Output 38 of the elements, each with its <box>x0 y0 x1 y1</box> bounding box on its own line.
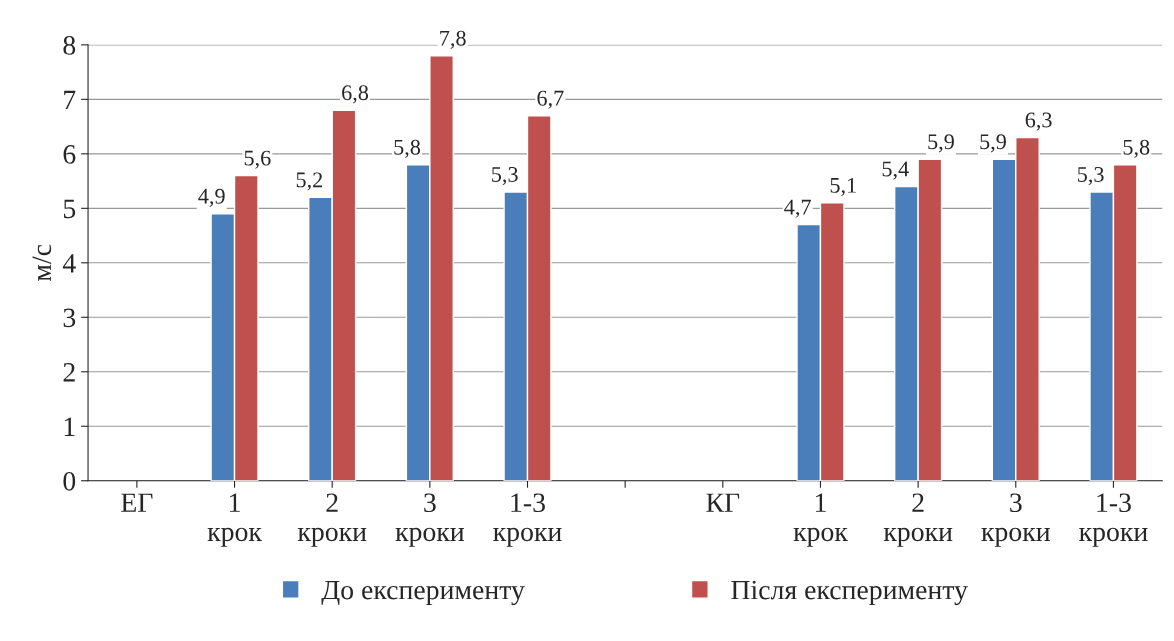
x-tick-label: 1-3 кроки <box>1079 493 1148 547</box>
data-label: 6,7 <box>537 90 564 109</box>
data-label: 7,8 <box>440 30 466 49</box>
y-tick-label: 7 <box>64 90 76 109</box>
data-label: 5,8 <box>1123 139 1150 158</box>
legend-label: Після експерименту <box>731 580 968 606</box>
y-tick-label: 2 <box>63 363 75 382</box>
y-tick-label: 8 <box>63 36 76 55</box>
data-label: 5,1 <box>830 177 856 196</box>
data-label: 5,6 <box>244 150 271 169</box>
x-tick-label: ЕГ <box>121 493 153 512</box>
x-tick-label: 3 кроки <box>395 493 465 547</box>
x-tick-label: 1-3 кроки <box>493 493 562 547</box>
y-tick-label: 6 <box>63 145 76 164</box>
x-tick-label: 1 крок <box>207 493 262 547</box>
data-label: 4,9 <box>198 188 225 207</box>
data-label: 5,3 <box>492 166 518 186</box>
y-axis-title: м/с <box>32 244 52 281</box>
data-label: 6,3 <box>1025 112 1052 131</box>
y-tick-label: 1 <box>64 417 75 436</box>
y-tick-label: 0 <box>63 471 76 491</box>
x-tick-label: 2 кроки <box>297 493 367 547</box>
y-tick-label: 4 <box>62 254 76 273</box>
x-tick-label: 1 крок <box>793 493 848 547</box>
data-label: 5,2 <box>296 172 323 191</box>
data-label: 5,4 <box>882 161 909 180</box>
y-tick-label: 3 <box>63 308 76 328</box>
x-tick-label: 2 кроки <box>883 493 953 547</box>
x-tick-label: КГ <box>706 493 740 512</box>
data-label: 5,8 <box>394 139 421 158</box>
data-label: 5,9 <box>980 134 1006 153</box>
y-tick-label: 5 <box>63 199 76 219</box>
data-label: 5,3 <box>1078 166 1104 186</box>
data-label: 5,9 <box>928 134 954 153</box>
legend-label: До експерименту <box>321 580 525 606</box>
data-label: 4,7 <box>784 199 811 218</box>
data-label: 6,8 <box>342 85 369 104</box>
x-tick-label: 3 кроки <box>981 493 1050 547</box>
